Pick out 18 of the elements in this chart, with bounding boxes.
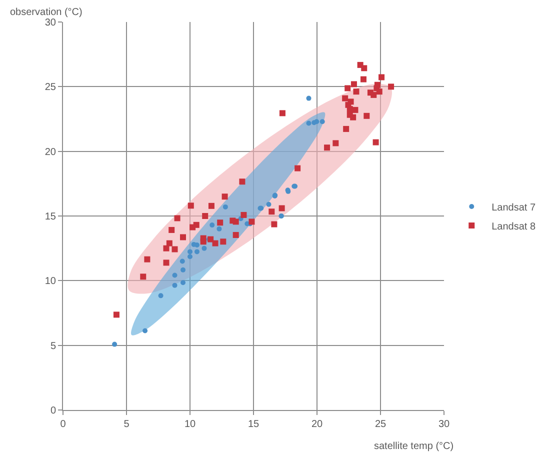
x-tick-label: 10 xyxy=(184,419,196,430)
y-tick-label: 30 xyxy=(44,18,56,28)
y-tick-label: 10 xyxy=(44,276,56,288)
y-tick-label: 15 xyxy=(44,212,56,222)
x-tick-label: 0 xyxy=(60,419,66,430)
x-tick-label: 30 xyxy=(438,419,450,430)
x-tick-label: 25 xyxy=(374,419,386,430)
x-tick-label: 20 xyxy=(311,419,323,430)
y-axis-title: observation (°C) xyxy=(10,7,82,18)
x-axis-title: satellite temp (°C) xyxy=(374,441,454,452)
x-tick-label: 15 xyxy=(248,419,260,430)
y-tick-label: 20 xyxy=(44,146,56,158)
x-tick-label: 5 xyxy=(124,419,130,430)
y-tick-label: 5 xyxy=(50,340,56,352)
legend-label: Landsat 8 xyxy=(492,221,536,232)
legend-label: Landsat 7 xyxy=(492,202,536,214)
y-tick-label: 25 xyxy=(44,82,56,94)
y-tick-label: 0 xyxy=(50,406,56,416)
